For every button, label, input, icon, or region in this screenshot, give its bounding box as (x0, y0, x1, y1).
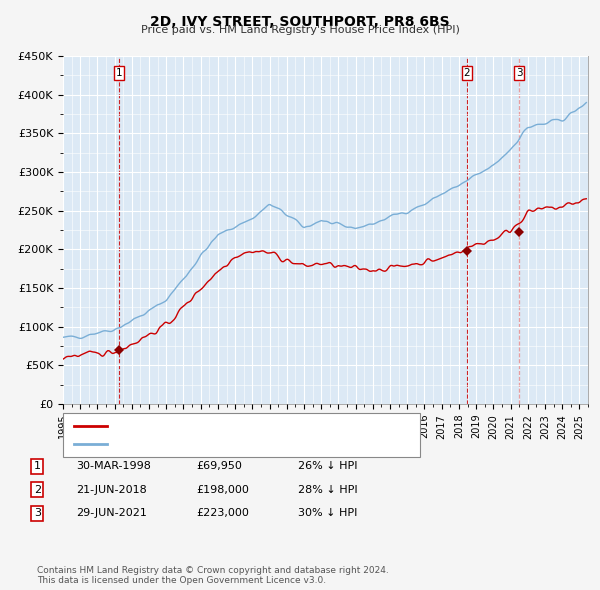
Text: 2: 2 (464, 68, 470, 78)
Text: Price paid vs. HM Land Registry's House Price Index (HPI): Price paid vs. HM Land Registry's House … (140, 25, 460, 35)
Text: 29-JUN-2021: 29-JUN-2021 (76, 509, 147, 518)
Text: 1: 1 (115, 68, 122, 78)
Text: 2D, IVY STREET, SOUTHPORT, PR8 6BS: 2D, IVY STREET, SOUTHPORT, PR8 6BS (150, 15, 450, 29)
Text: 26% ↓ HPI: 26% ↓ HPI (298, 461, 358, 471)
Text: 3: 3 (515, 68, 522, 78)
Text: 30-MAR-1998: 30-MAR-1998 (76, 461, 151, 471)
Text: £198,000: £198,000 (196, 485, 249, 494)
Text: 2: 2 (34, 485, 41, 494)
Text: 1: 1 (34, 461, 41, 471)
Text: Contains HM Land Registry data © Crown copyright and database right 2024.
This d: Contains HM Land Registry data © Crown c… (37, 566, 389, 585)
Text: 3: 3 (34, 509, 41, 518)
Text: HPI: Average price, detached house, Sefton: HPI: Average price, detached house, Seft… (113, 439, 340, 448)
Text: £223,000: £223,000 (196, 509, 249, 518)
Text: £69,950: £69,950 (196, 461, 242, 471)
Text: 2D, IVY STREET, SOUTHPORT, PR8 6BS (detached house): 2D, IVY STREET, SOUTHPORT, PR8 6BS (deta… (113, 421, 408, 431)
Text: 28% ↓ HPI: 28% ↓ HPI (298, 485, 358, 494)
Text: 21-JUN-2018: 21-JUN-2018 (76, 485, 147, 494)
Text: 30% ↓ HPI: 30% ↓ HPI (298, 509, 358, 518)
